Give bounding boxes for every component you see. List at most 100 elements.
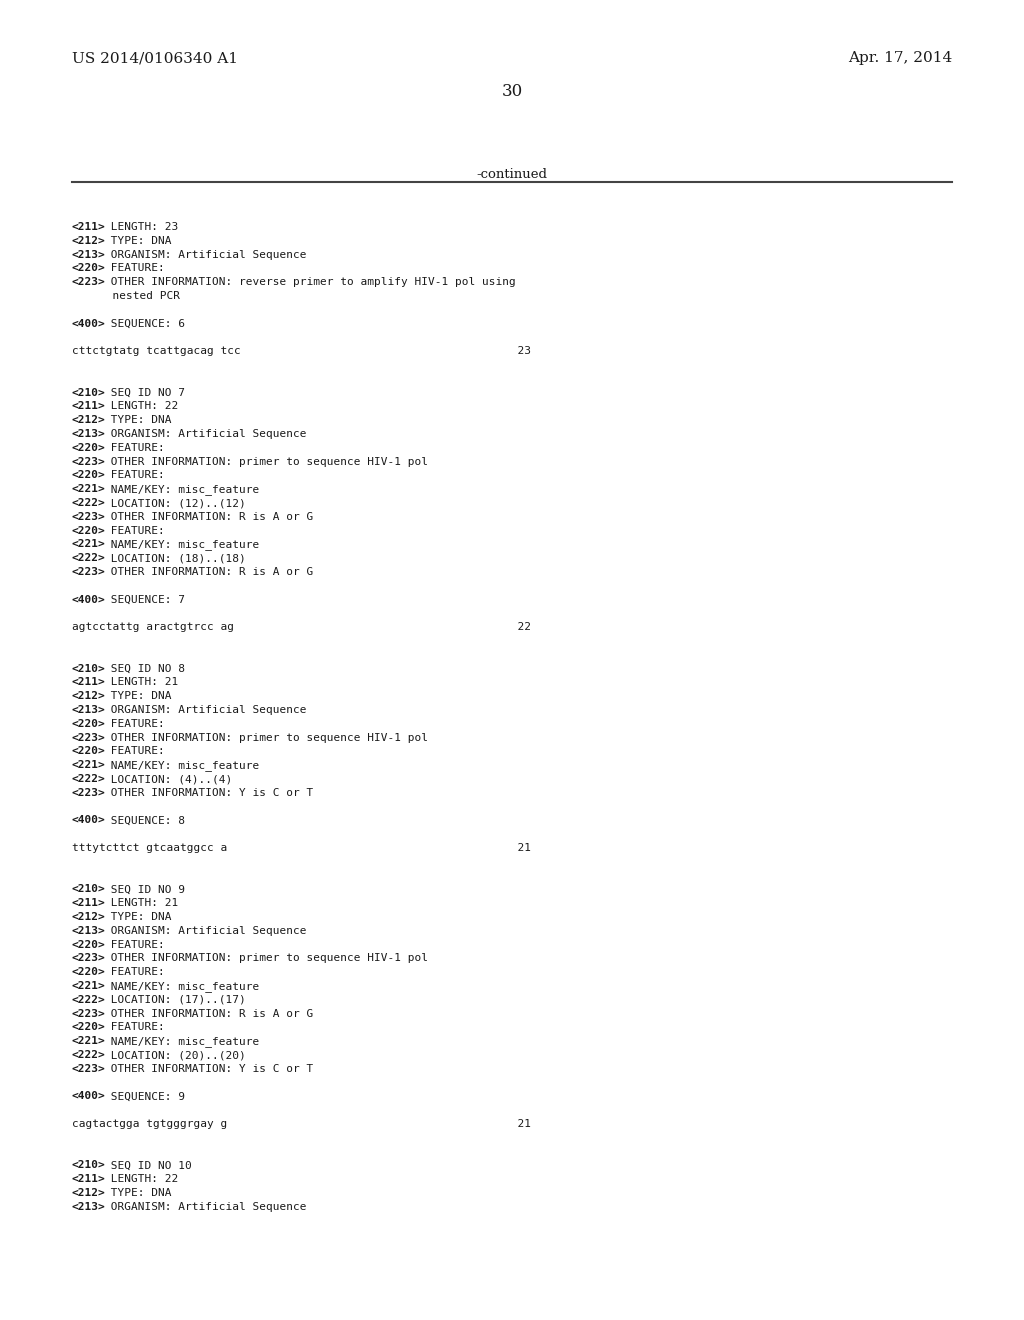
Text: ORGANISM: Artificial Sequence: ORGANISM: Artificial Sequence <box>103 249 306 260</box>
Text: <222>: <222> <box>72 553 105 564</box>
Text: <213>: <213> <box>72 429 105 440</box>
Text: <212>: <212> <box>72 912 105 921</box>
Text: LOCATION: (17)..(17): LOCATION: (17)..(17) <box>103 995 246 1005</box>
Text: NAME/KEY: misc_feature: NAME/KEY: misc_feature <box>103 760 259 771</box>
Text: <400>: <400> <box>72 318 105 329</box>
Text: FEATURE:: FEATURE: <box>103 968 165 977</box>
Text: <210>: <210> <box>72 388 105 397</box>
Text: ORGANISM: Artificial Sequence: ORGANISM: Artificial Sequence <box>103 1201 306 1212</box>
Text: <400>: <400> <box>72 1092 105 1101</box>
Text: agtcctattg aractgtrcc ag                                          22: agtcctattg aractgtrcc ag 22 <box>72 622 531 632</box>
Text: cttctgtatg tcattgacag tcc                                         23: cttctgtatg tcattgacag tcc 23 <box>72 346 531 356</box>
Text: FEATURE:: FEATURE: <box>103 442 165 453</box>
Text: <210>: <210> <box>72 664 105 673</box>
Text: <213>: <213> <box>72 925 105 936</box>
Text: ORGANISM: Artificial Sequence: ORGANISM: Artificial Sequence <box>103 925 306 936</box>
Text: 30: 30 <box>502 83 522 100</box>
Text: <221>: <221> <box>72 540 105 549</box>
Text: <223>: <223> <box>72 568 105 577</box>
Text: OTHER INFORMATION: primer to sequence HIV-1 pol: OTHER INFORMATION: primer to sequence HI… <box>103 457 428 466</box>
Text: <212>: <212> <box>72 416 105 425</box>
Text: NAME/KEY: misc_feature: NAME/KEY: misc_feature <box>103 484 259 495</box>
Text: ORGANISM: Artificial Sequence: ORGANISM: Artificial Sequence <box>103 705 306 715</box>
Text: OTHER INFORMATION: R is A or G: OTHER INFORMATION: R is A or G <box>103 1008 313 1019</box>
Text: <222>: <222> <box>72 774 105 784</box>
Text: <220>: <220> <box>72 719 105 729</box>
Text: LENGTH: 22: LENGTH: 22 <box>103 1175 178 1184</box>
Text: OTHER INFORMATION: Y is C or T: OTHER INFORMATION: Y is C or T <box>103 1064 313 1073</box>
Text: <211>: <211> <box>72 1175 105 1184</box>
Text: <210>: <210> <box>72 884 105 895</box>
Text: FEATURE:: FEATURE: <box>103 264 165 273</box>
Text: LENGTH: 23: LENGTH: 23 <box>103 222 178 232</box>
Text: OTHER INFORMATION: R is A or G: OTHER INFORMATION: R is A or G <box>103 568 313 577</box>
Text: <220>: <220> <box>72 525 105 536</box>
Text: TYPE: DNA: TYPE: DNA <box>103 416 171 425</box>
Text: <223>: <223> <box>72 1064 105 1073</box>
Text: cagtactgga tgtgggrgay g                                           21: cagtactgga tgtgggrgay g 21 <box>72 1119 531 1129</box>
Text: TYPE: DNA: TYPE: DNA <box>103 1188 171 1199</box>
Text: ORGANISM: Artificial Sequence: ORGANISM: Artificial Sequence <box>103 429 306 440</box>
Text: LOCATION: (12)..(12): LOCATION: (12)..(12) <box>103 498 246 508</box>
Text: OTHER INFORMATION: reverse primer to amplify HIV-1 pol using: OTHER INFORMATION: reverse primer to amp… <box>103 277 515 288</box>
Text: SEQ ID NO 8: SEQ ID NO 8 <box>103 664 184 673</box>
Text: FEATURE:: FEATURE: <box>103 525 165 536</box>
Text: <213>: <213> <box>72 705 105 715</box>
Text: <222>: <222> <box>72 995 105 1005</box>
Text: OTHER INFORMATION: primer to sequence HIV-1 pol: OTHER INFORMATION: primer to sequence HI… <box>103 953 428 964</box>
Text: <223>: <223> <box>72 277 105 288</box>
Text: TYPE: DNA: TYPE: DNA <box>103 236 171 246</box>
Text: TYPE: DNA: TYPE: DNA <box>103 912 171 921</box>
Text: FEATURE:: FEATURE: <box>103 1023 165 1032</box>
Text: FEATURE:: FEATURE: <box>103 746 165 756</box>
Text: OTHER INFORMATION: Y is C or T: OTHER INFORMATION: Y is C or T <box>103 788 313 797</box>
Text: <223>: <223> <box>72 457 105 466</box>
Text: <220>: <220> <box>72 746 105 756</box>
Text: SEQUENCE: 9: SEQUENCE: 9 <box>103 1092 184 1101</box>
Text: <221>: <221> <box>72 1036 105 1047</box>
Text: <211>: <211> <box>72 401 105 412</box>
Text: LOCATION: (20)..(20): LOCATION: (20)..(20) <box>103 1049 246 1060</box>
Text: <212>: <212> <box>72 236 105 246</box>
Text: <400>: <400> <box>72 816 105 825</box>
Text: -continued: -continued <box>476 168 548 181</box>
Text: <223>: <223> <box>72 733 105 743</box>
Text: LENGTH: 22: LENGTH: 22 <box>103 401 178 412</box>
Text: <213>: <213> <box>72 1201 105 1212</box>
Text: NAME/KEY: misc_feature: NAME/KEY: misc_feature <box>103 540 259 550</box>
Text: <211>: <211> <box>72 222 105 232</box>
Text: NAME/KEY: misc_feature: NAME/KEY: misc_feature <box>103 1036 259 1047</box>
Text: OTHER INFORMATION: R is A or G: OTHER INFORMATION: R is A or G <box>103 512 313 521</box>
Text: tttytcttct gtcaatggcc a                                           21: tttytcttct gtcaatggcc a 21 <box>72 843 531 853</box>
Text: <223>: <223> <box>72 953 105 964</box>
Text: SEQ ID NO 7: SEQ ID NO 7 <box>103 388 184 397</box>
Text: SEQ ID NO 9: SEQ ID NO 9 <box>103 884 184 895</box>
Text: <221>: <221> <box>72 981 105 991</box>
Text: <210>: <210> <box>72 1160 105 1171</box>
Text: Apr. 17, 2014: Apr. 17, 2014 <box>848 51 952 65</box>
Text: OTHER INFORMATION: primer to sequence HIV-1 pol: OTHER INFORMATION: primer to sequence HI… <box>103 733 428 743</box>
Text: <220>: <220> <box>72 968 105 977</box>
Text: <220>: <220> <box>72 442 105 453</box>
Text: LENGTH: 21: LENGTH: 21 <box>103 677 178 688</box>
Text: FEATURE:: FEATURE: <box>103 470 165 480</box>
Text: SEQUENCE: 6: SEQUENCE: 6 <box>103 318 184 329</box>
Text: <223>: <223> <box>72 512 105 521</box>
Text: <213>: <213> <box>72 249 105 260</box>
Text: <212>: <212> <box>72 1188 105 1199</box>
Text: SEQUENCE: 8: SEQUENCE: 8 <box>103 816 184 825</box>
Text: <223>: <223> <box>72 788 105 797</box>
Text: <220>: <220> <box>72 940 105 949</box>
Text: LOCATION: (4)..(4): LOCATION: (4)..(4) <box>103 774 232 784</box>
Text: <220>: <220> <box>72 470 105 480</box>
Text: FEATURE:: FEATURE: <box>103 719 165 729</box>
Text: <221>: <221> <box>72 484 105 494</box>
Text: TYPE: DNA: TYPE: DNA <box>103 692 171 701</box>
Text: nested PCR: nested PCR <box>72 290 180 301</box>
Text: LENGTH: 21: LENGTH: 21 <box>103 898 178 908</box>
Text: <211>: <211> <box>72 677 105 688</box>
Text: US 2014/0106340 A1: US 2014/0106340 A1 <box>72 51 238 65</box>
Text: <222>: <222> <box>72 498 105 508</box>
Text: FEATURE:: FEATURE: <box>103 940 165 949</box>
Text: <220>: <220> <box>72 1023 105 1032</box>
